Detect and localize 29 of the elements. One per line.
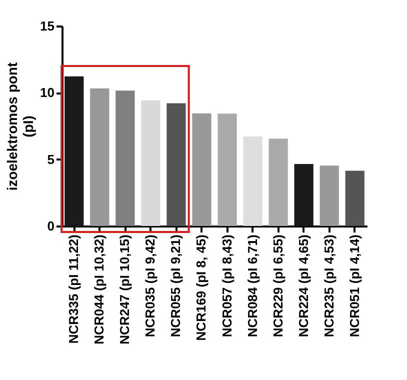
bar (90, 88, 110, 226)
x-tick-label: NCR055 (pI 9,21) (168, 234, 184, 338)
y-axis-title: izoelektromos pont (pI) (4, 62, 36, 191)
bar (320, 166, 339, 226)
y-tick-label: 10 (40, 85, 54, 100)
x-tick-label: NCR235 (pI 4,53) (321, 234, 336, 338)
y-tick-label: 5 (47, 152, 54, 167)
bar (294, 164, 314, 226)
x-tick-label: NCR335 (pI 11,22) (66, 234, 82, 344)
x-tick-label: NCR169 (pI 8, 45) (194, 234, 209, 341)
x-tick-label: NCR247 (pI 10,15) (117, 234, 132, 344)
bar (243, 136, 262, 226)
x-tick-label: NCR224 (pI 4,65) (296, 234, 311, 338)
bar (141, 100, 160, 226)
bar (64, 76, 84, 226)
x-tick-label: NCR229 (pI 6,55) (270, 234, 286, 338)
x-tick-label: NCR057 (pI 8,43) (219, 234, 234, 338)
x-tick-label: NCR035 (pI 9,42) (142, 234, 158, 338)
bar (192, 113, 212, 226)
x-tick-label: NCR084 (pI 6,71) (244, 234, 260, 338)
bar (116, 90, 135, 226)
y-tick-label: 0 (47, 218, 54, 234)
bar (268, 138, 288, 226)
bar (218, 114, 237, 226)
x-tick-label: NCR044 (pI 10,32) (92, 234, 107, 344)
x-tick-label: NCR051 (pI 4,14) (346, 234, 362, 338)
bar (166, 103, 186, 226)
y-tick-label: 15 (40, 18, 54, 34)
bar (345, 170, 364, 226)
